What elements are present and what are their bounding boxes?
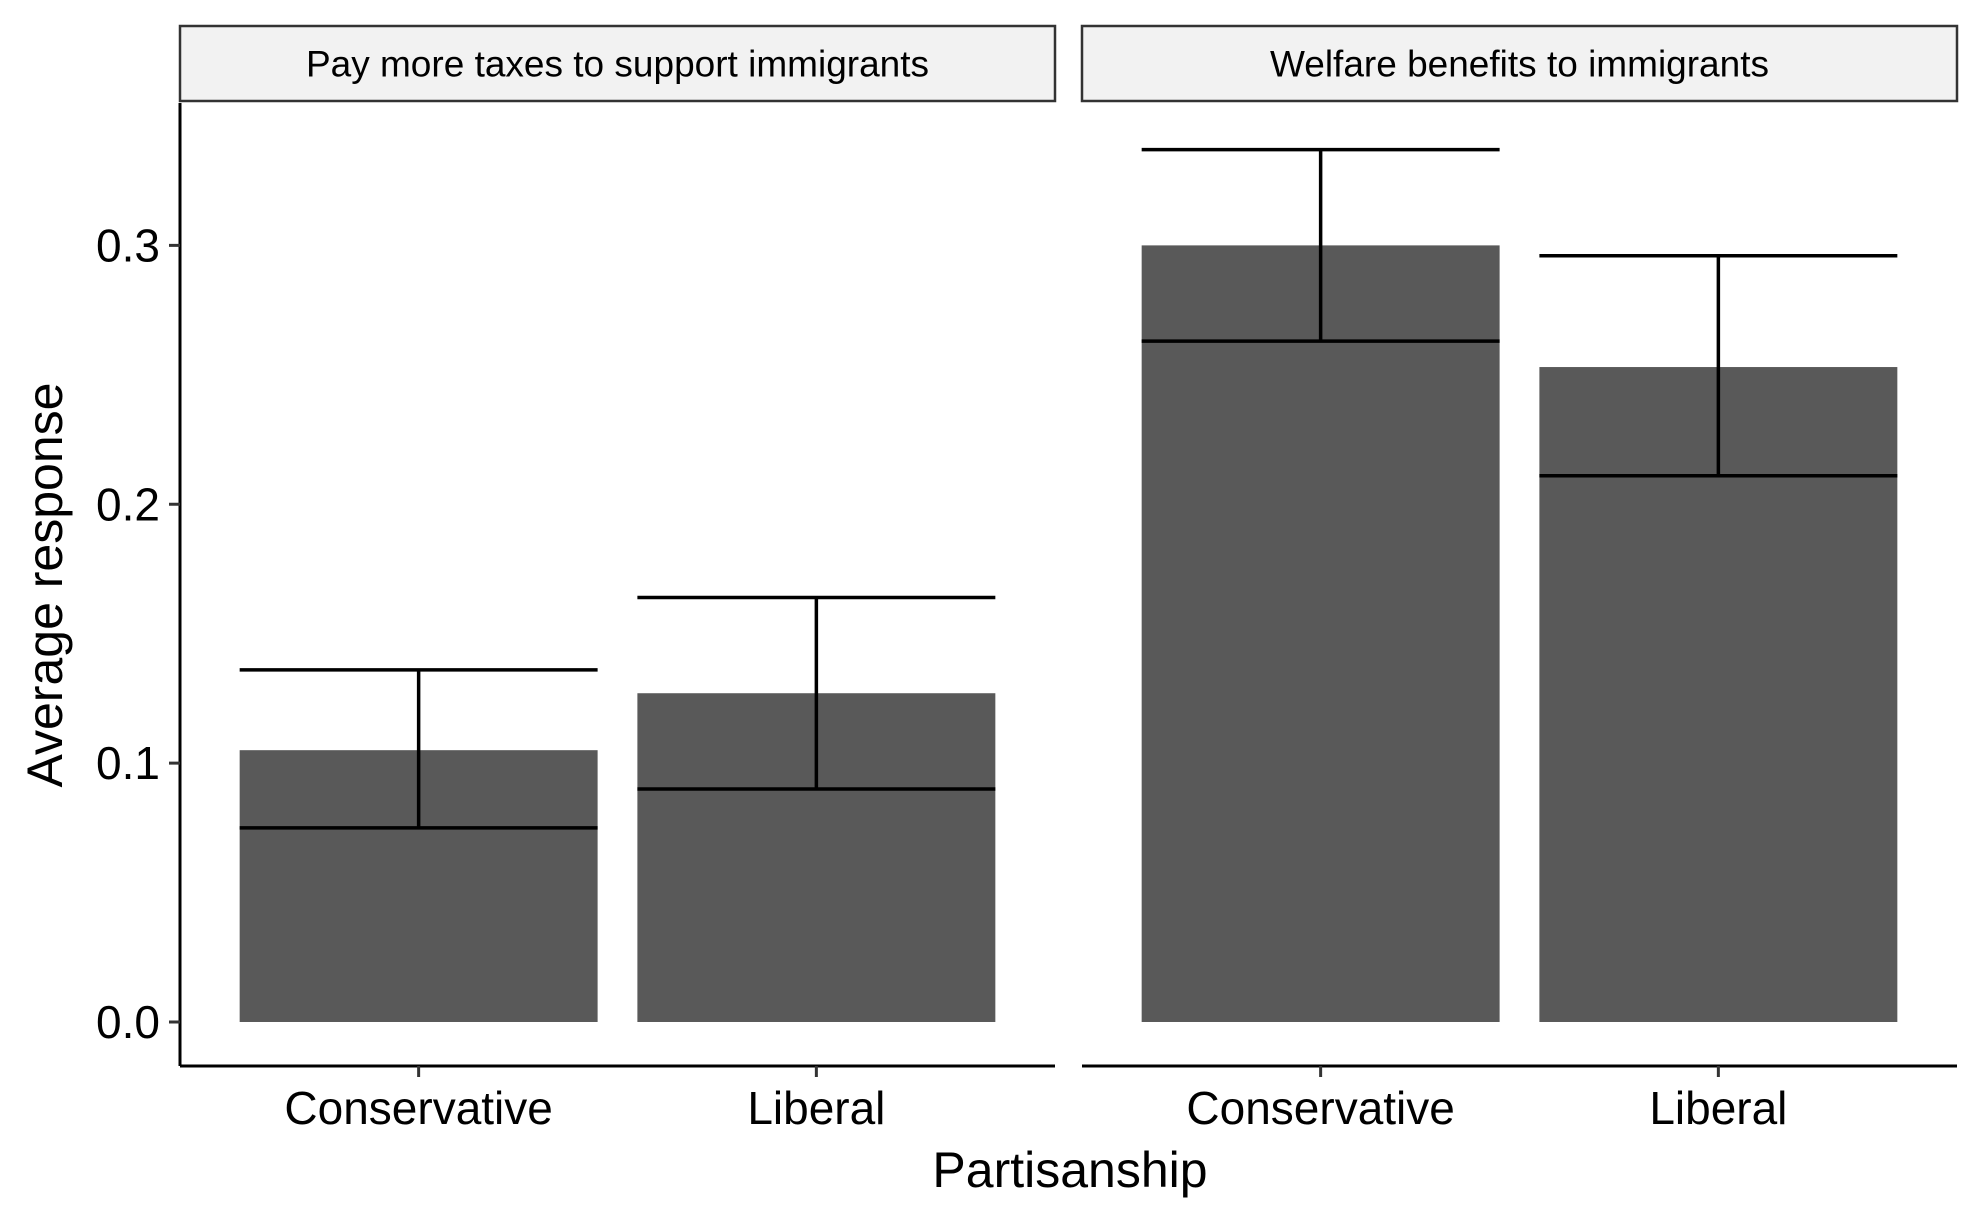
y-tick-label: 0.1 xyxy=(96,737,160,789)
x-tick-label: Conservative xyxy=(284,1082,552,1134)
x-tick-label: Liberal xyxy=(747,1082,885,1134)
panel-title: Pay more taxes to support immigrants xyxy=(306,44,929,85)
y-axis: 0.0 0.1 0.2 0.3 xyxy=(96,103,182,1066)
bar-conservative xyxy=(1141,245,1500,1022)
panel-strip xyxy=(1080,24,1959,103)
x-axis-title: Partisanship xyxy=(932,1142,1207,1198)
y-tick-label: 0.2 xyxy=(96,478,160,530)
panels-layer: Pay more taxes to support immigrants Cons… xyxy=(178,24,1959,1134)
y-tick-label: 0.0 xyxy=(96,996,160,1048)
panel-title: Welfare benefits to immigrants xyxy=(1270,44,1769,85)
panel-1: Pay more taxes to support immigrants Cons… xyxy=(178,24,1057,1134)
x-tick-label: Conservative xyxy=(1186,1082,1454,1134)
panel-strip xyxy=(178,24,1057,103)
y-tick-label: 0.3 xyxy=(96,219,160,271)
x-tick-label: Liberal xyxy=(1649,1082,1787,1134)
y-axis-title: Average response xyxy=(17,383,73,788)
panel-2: Welfare benefits to immigrants Conservati… xyxy=(1080,24,1959,1134)
